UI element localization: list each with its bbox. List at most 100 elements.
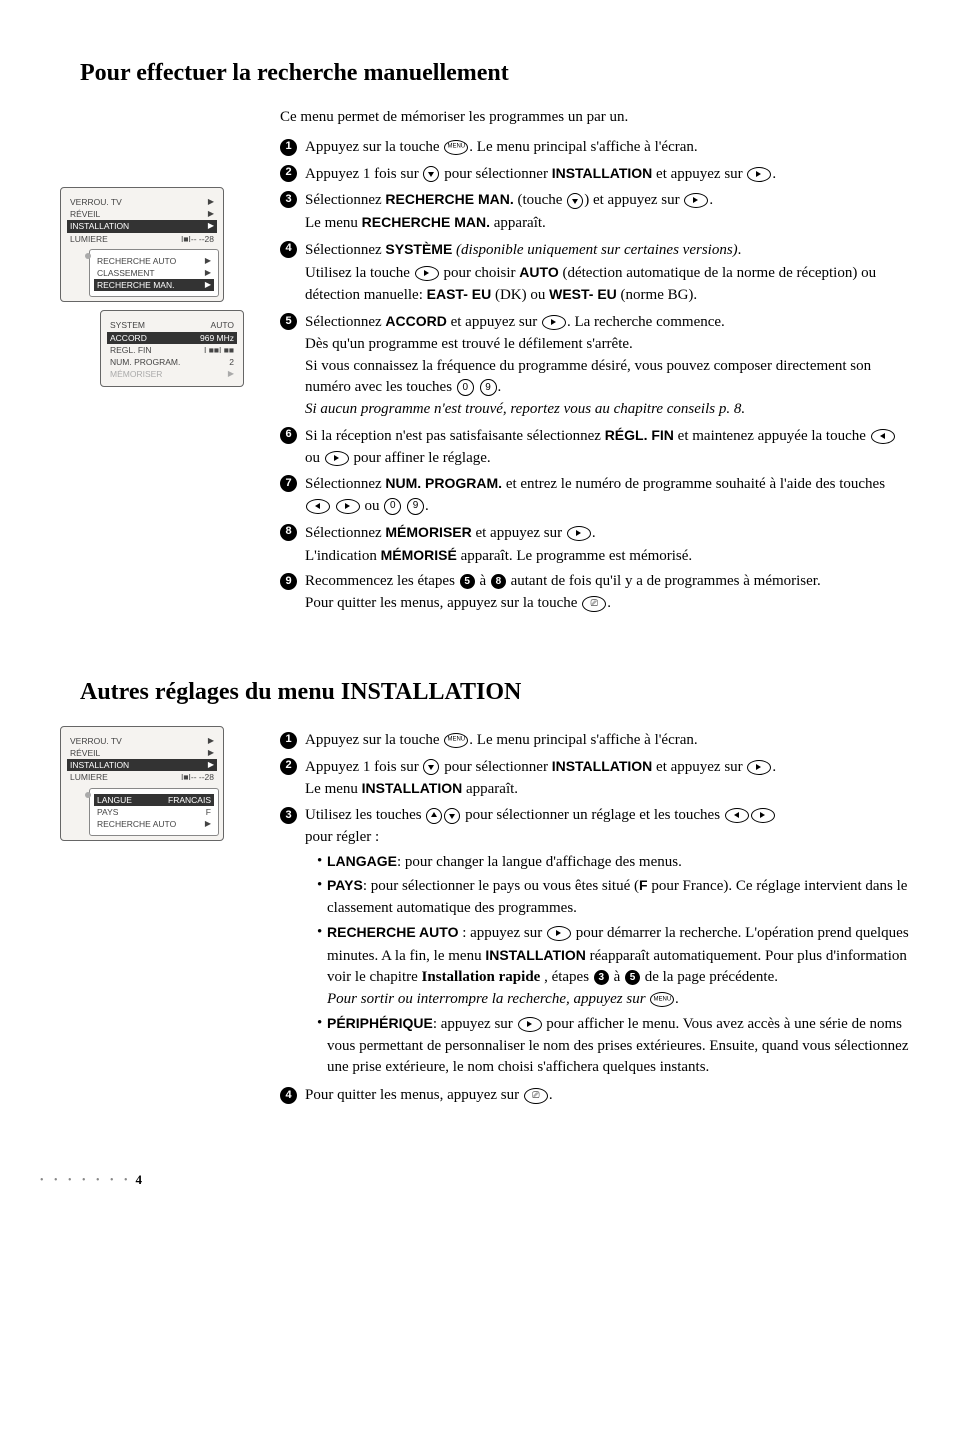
arrow-right-icon: ▶ bbox=[228, 369, 234, 379]
ref-step-3-icon: 3 bbox=[594, 970, 609, 985]
tv3-sub-r2a: PAYS bbox=[97, 807, 118, 817]
t: RECHERCHE MAN. bbox=[362, 214, 490, 230]
digit-9-icon: 9 bbox=[480, 379, 497, 396]
t: apparaît. Le programme est mémorisé. bbox=[457, 548, 692, 564]
step-4-text: Sélectionnez SYSTÈME (disponible uniquem… bbox=[305, 239, 914, 307]
t: Appuyez 1 fois sur bbox=[305, 166, 422, 182]
t: . bbox=[675, 991, 679, 1007]
section2-left-col: VERROU. TV▶ RÉVEIL▶ INSTALLATION▶ LUMIER… bbox=[40, 726, 280, 849]
t: Sélectionnez bbox=[305, 314, 385, 330]
tv1-r1: VERROU. TV bbox=[70, 197, 122, 207]
t: . La recherche commence. bbox=[567, 314, 725, 330]
t: . bbox=[425, 498, 429, 514]
step-8: 8 Sélectionnez MÉMORISER et appuyez sur … bbox=[280, 522, 914, 568]
tv1-r3: INSTALLATION bbox=[70, 221, 129, 231]
tv2-r3b: I ■■I ■■ bbox=[204, 345, 234, 355]
t: , étapes bbox=[544, 969, 593, 985]
s2-step-2: 2 Appuyez 1 fois sur pour sélectionner I… bbox=[280, 756, 914, 802]
tv3-sub-r1b: FRANCAIS bbox=[168, 795, 211, 805]
arrow-right-icon: ▶ bbox=[208, 760, 214, 770]
knob-icon bbox=[85, 253, 91, 259]
arrow-right-icon: ▶ bbox=[208, 748, 214, 758]
t: L'indication bbox=[305, 548, 381, 564]
decorative-dots-icon: • • • • • • • bbox=[40, 1175, 132, 1186]
t: INSTALLATION bbox=[552, 758, 653, 774]
t: et appuyez sur bbox=[472, 525, 566, 541]
t: de la page précédente. bbox=[641, 969, 778, 985]
t: Utilisez les touches bbox=[305, 807, 425, 823]
tv3-r1: VERROU. TV bbox=[70, 736, 122, 746]
menu-button-icon bbox=[444, 733, 468, 748]
ref-step-8-icon: 8 bbox=[491, 574, 506, 589]
s2-step-1: 1 Appuyez sur la touche . Le menu princi… bbox=[280, 730, 914, 752]
down-button-icon bbox=[567, 193, 583, 209]
t: (norme BG). bbox=[617, 287, 697, 303]
t: et appuyez sur bbox=[652, 166, 746, 182]
t: WEST- EU bbox=[549, 286, 617, 302]
t: pour régler : bbox=[305, 829, 379, 845]
s2-step-1-text: Appuyez sur la touche . Le menu principa… bbox=[305, 730, 914, 752]
t: pour sélectionner bbox=[440, 759, 551, 775]
t: . bbox=[709, 192, 713, 208]
step-5: 5 Sélectionnez ACCORD et appuyez sur . L… bbox=[280, 311, 914, 421]
t: INSTALLATION bbox=[362, 780, 463, 796]
t: . Le menu principal s'affiche à l'écran. bbox=[469, 732, 697, 748]
right-button-icon bbox=[747, 760, 771, 775]
tv3-r4a: LUMIERE bbox=[70, 772, 108, 782]
t: et maintenez appuyée la touche bbox=[674, 428, 870, 444]
right-button-icon bbox=[542, 315, 566, 330]
tv1-sub-r2: CLASSEMENT bbox=[97, 268, 155, 278]
t: : pour changer la langue d'affichage des… bbox=[397, 854, 682, 870]
t: pour choisir bbox=[440, 265, 520, 281]
t: Recommencez les étapes bbox=[305, 573, 459, 589]
left-button-icon bbox=[871, 429, 895, 444]
step-num-8-icon: 8 bbox=[280, 524, 297, 541]
step-num-3-icon: 3 bbox=[280, 807, 297, 824]
step-num-6-icon: 6 bbox=[280, 427, 297, 444]
step-num-9-icon: 9 bbox=[280, 573, 297, 590]
t: Le menu bbox=[305, 215, 362, 231]
step-1-text: Appuyez sur la touche . Le menu principa… bbox=[305, 137, 914, 159]
right-button-icon bbox=[547, 926, 571, 941]
tv-menu-3: VERROU. TV▶ RÉVEIL▶ INSTALLATION▶ LUMIER… bbox=[60, 726, 224, 841]
bullet-icon: • bbox=[317, 851, 327, 874]
t: Installation rapide bbox=[422, 969, 541, 985]
section1-left-col: VERROU. TV▶ RÉVEIL▶ INSTALLATION▶ LUMIER… bbox=[40, 107, 280, 395]
t: Sélectionnez bbox=[305, 242, 385, 258]
step-num-1-icon: 1 bbox=[280, 732, 297, 749]
arrow-right-icon: ▶ bbox=[205, 256, 211, 266]
page-footer: • • • • • • •4 bbox=[40, 1171, 914, 1189]
t: ACCORD bbox=[385, 313, 446, 329]
exit-button-icon bbox=[524, 1088, 548, 1104]
t: Appuyez sur la touche bbox=[305, 139, 443, 155]
t: SYSTÈME bbox=[385, 241, 452, 257]
section2-right-col: 1 Appuyez sur la touche . Le menu princi… bbox=[280, 726, 914, 1111]
t: ou bbox=[361, 498, 384, 514]
tv1-submenu: RECHERCHE AUTO▶ CLASSEMENT▶ RECHERCHE MA… bbox=[89, 249, 219, 298]
step-1: 1 Appuyez sur la touche . Le menu princi… bbox=[280, 137, 914, 159]
step-7-text: Sélectionnez NUM. PROGRAM. et entrez le … bbox=[305, 473, 914, 518]
t: LANGAGE bbox=[327, 853, 397, 869]
step-9-text: Recommencez les étapes 5 à 8 autant de f… bbox=[305, 571, 914, 615]
up-button-icon bbox=[426, 808, 442, 824]
t: et entrez le numéro de programme souhait… bbox=[502, 476, 885, 492]
t: . bbox=[592, 525, 596, 541]
t: . bbox=[498, 379, 502, 395]
t: pour sélectionner bbox=[440, 166, 551, 182]
step-5-text: Sélectionnez ACCORD et appuyez sur . La … bbox=[305, 311, 914, 421]
tv1-r4b: I■I-- --28 bbox=[181, 234, 214, 244]
t: RÉGL. FIN bbox=[605, 427, 674, 443]
left-button-icon bbox=[306, 499, 330, 514]
t: et appuyez sur bbox=[447, 314, 541, 330]
section1-body: VERROU. TV▶ RÉVEIL▶ INSTALLATION▶ LUMIER… bbox=[40, 107, 914, 619]
knob-icon bbox=[85, 792, 91, 798]
t: (disponible uniquement sur certaines ver… bbox=[452, 242, 737, 258]
tv3-sub-r1a: LANGUE bbox=[97, 795, 132, 805]
t: à bbox=[610, 969, 624, 985]
t: : pour sélectionner le pays ou vous êtes… bbox=[363, 878, 639, 894]
right-button-icon bbox=[567, 526, 591, 541]
t: (DK) ou bbox=[491, 287, 549, 303]
t: Utilisez la touche bbox=[305, 265, 414, 281]
section2-title: Autres réglages du menu INSTALLATION bbox=[40, 679, 914, 706]
right-button-icon bbox=[415, 266, 439, 281]
